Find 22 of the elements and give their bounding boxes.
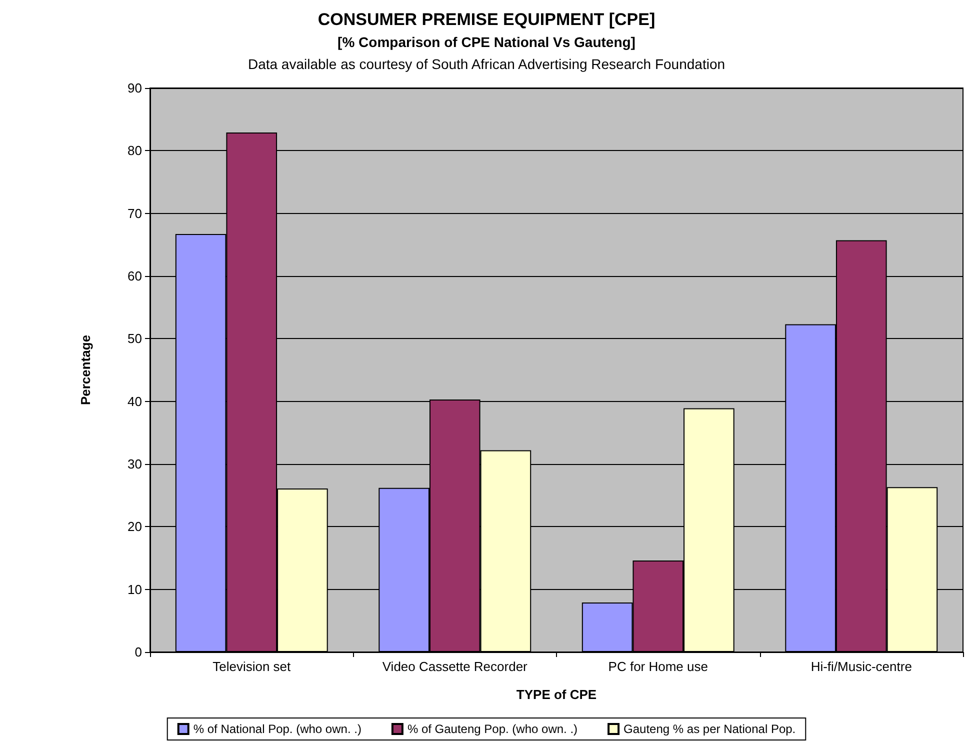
- y-tick-label: 60: [128, 268, 142, 284]
- y-tick-label: 0: [134, 644, 142, 660]
- x-axis-title: TYPE of CPE: [516, 687, 597, 702]
- legend-label: % of National Pop. (who own. .): [193, 722, 362, 736]
- y-axis-title: Percentage: [78, 334, 93, 406]
- y-tick-label: 70: [128, 206, 142, 221]
- legend-label: Gauteng % as per National Pop.: [624, 722, 796, 736]
- y-tick-label: 20: [128, 519, 142, 534]
- y-tick-label: 10: [128, 582, 142, 597]
- chart-subtitle: [% Comparison of CPE National Vs Gauteng]: [338, 34, 636, 50]
- y-tick-label: 90: [128, 80, 142, 96]
- x-tick-label: Video Cassette Recorder: [382, 659, 528, 674]
- y-tick-label: 80: [128, 143, 142, 158]
- text: Data available as courtesy of South African Advertising Research Foundation: [248, 56, 726, 72]
- y-tick-label: 40: [128, 394, 142, 409]
- chart-title: CONSUMER PREMISE EQUIPMENT [CPE]: [318, 10, 656, 29]
- y-tick-label: 50: [128, 331, 142, 346]
- x-tick-label: Television set: [212, 659, 292, 674]
- x-tick-label: PC for Home use: [608, 659, 708, 674]
- legend-label: % of Gauteng Pop. (who own. .): [407, 722, 578, 736]
- y-tick-label: 30: [128, 456, 142, 472]
- x-tick-label: Hi-fi/Music-centre: [810, 659, 912, 674]
